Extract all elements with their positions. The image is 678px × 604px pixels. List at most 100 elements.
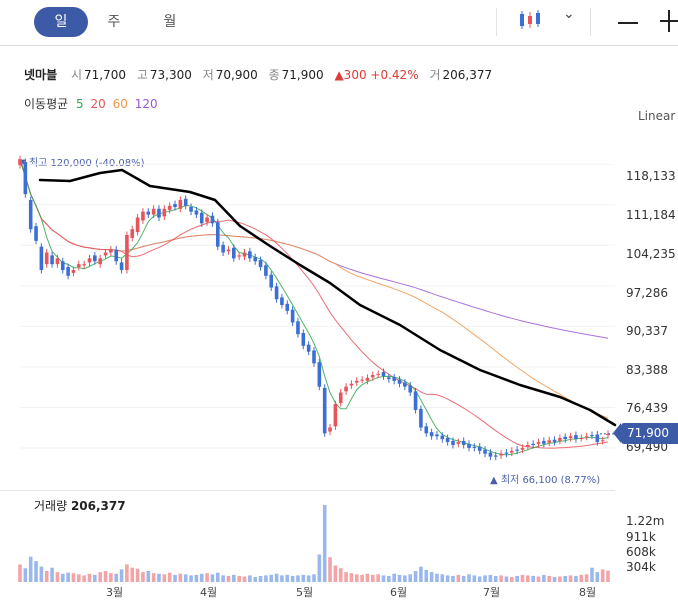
- candle: [333, 404, 338, 427]
- candle: [301, 333, 306, 346]
- candle: [509, 450, 514, 453]
- candle: [210, 215, 215, 224]
- volume-bar: [349, 573, 354, 582]
- candle: [515, 449, 519, 451]
- candle: [536, 442, 541, 444]
- candle: [34, 226, 38, 241]
- volume-bar: [568, 575, 573, 582]
- close-label: 종: [268, 68, 280, 82]
- candle: [584, 436, 589, 438]
- volume-bar: [552, 577, 557, 582]
- volume-bar: [50, 567, 54, 582]
- volume-bar: [215, 572, 220, 582]
- volume-bar: [157, 573, 161, 582]
- volume-bar: [371, 574, 375, 582]
- horizontal-line-icon[interactable]: [618, 22, 638, 24]
- volume-bar: [119, 569, 124, 582]
- candle: [547, 440, 551, 443]
- volume-bar: [178, 573, 183, 582]
- volume-value: 206,377: [442, 68, 493, 82]
- volume-bar: [451, 575, 455, 582]
- volume-bar: [547, 575, 551, 582]
- volume-bar: [413, 571, 418, 582]
- candle: [39, 246, 44, 270]
- candle: [472, 446, 477, 448]
- volume-bar: [467, 574, 471, 582]
- volume-bar: [381, 575, 386, 582]
- volume-label: 거: [429, 68, 441, 82]
- volume-bar: [461, 575, 466, 582]
- candle: [563, 436, 568, 440]
- volume-bar: [28, 556, 33, 582]
- candle: [344, 386, 348, 392]
- candle: [392, 377, 396, 381]
- volume-bar: [509, 577, 514, 582]
- volume-bar: [189, 575, 193, 582]
- x-tick: 7월: [483, 586, 501, 599]
- tab-weekly[interactable]: 주: [107, 14, 121, 30]
- volume-bar: [77, 574, 81, 582]
- volume-title: 거래량: [34, 499, 68, 513]
- candle: [215, 222, 220, 247]
- volume-bar: [365, 573, 370, 582]
- quote-summary: 넷마블 시 71,700 고 73,300 저 70,900 종 71,900 ▲300…: [24, 66, 499, 83]
- candle: [237, 255, 241, 257]
- volume-bar: [435, 573, 439, 582]
- volume-bar: [515, 575, 519, 582]
- price-tick: 97,286: [626, 286, 668, 300]
- volume-bar: [135, 568, 140, 582]
- candle: [429, 432, 434, 437]
- price-tick: 76,439: [626, 401, 668, 415]
- volume-bar: [237, 575, 241, 582]
- candle: [285, 303, 290, 311]
- candle: [440, 435, 445, 440]
- chevron-down-icon[interactable]: ⌄: [563, 6, 575, 22]
- volume-bar: [82, 575, 86, 582]
- x-tick: 8월: [579, 586, 597, 599]
- candle: [600, 440, 605, 442]
- candle: [194, 210, 199, 215]
- price-tick: 83,388: [626, 363, 668, 377]
- candle: [130, 229, 135, 238]
- volume-bar: [322, 505, 327, 582]
- tab-monthly[interactable]: 월: [163, 14, 177, 30]
- candle: [269, 274, 274, 288]
- volume-bar: [60, 573, 65, 582]
- candle: [322, 387, 327, 434]
- volume-tick: 911k: [626, 530, 656, 544]
- x-tick: 6월: [390, 586, 408, 599]
- candle: [71, 270, 76, 273]
- candle: [280, 297, 284, 305]
- volume-bar: [183, 574, 188, 582]
- volume-bar: [210, 574, 215, 582]
- volume-bar: [360, 574, 364, 582]
- candlestick-chart-icon[interactable]: [518, 10, 546, 30]
- volume-bar: [328, 557, 332, 582]
- volume-bar: [194, 574, 199, 582]
- candle: [109, 249, 113, 253]
- volume-bar: [232, 574, 236, 582]
- stock-name: 넷마블: [24, 68, 58, 82]
- crosshair-icon[interactable]: [660, 6, 678, 36]
- candle: [98, 258, 102, 265]
- tab-daily[interactable]: 일: [34, 7, 88, 37]
- candle: [354, 380, 359, 383]
- volume-bar: [167, 572, 172, 582]
- volume-bar: [146, 571, 151, 582]
- volume-bar: [403, 575, 407, 582]
- candle: [542, 440, 546, 444]
- volume-bar: [392, 573, 396, 582]
- candle: [162, 208, 167, 217]
- volume-tick: 608k: [626, 545, 656, 559]
- candle: [413, 391, 418, 410]
- candle: [141, 211, 145, 221]
- candle: [381, 372, 386, 377]
- volume-bar: [531, 575, 535, 582]
- volume-bar: [301, 574, 306, 582]
- scale-mode-toggle[interactable]: Linear: [638, 109, 676, 123]
- volume-tick: 304k: [626, 560, 656, 574]
- candle: [44, 252, 49, 265]
- candle: [419, 408, 423, 428]
- candle: [435, 434, 439, 437]
- candle: [157, 208, 161, 218]
